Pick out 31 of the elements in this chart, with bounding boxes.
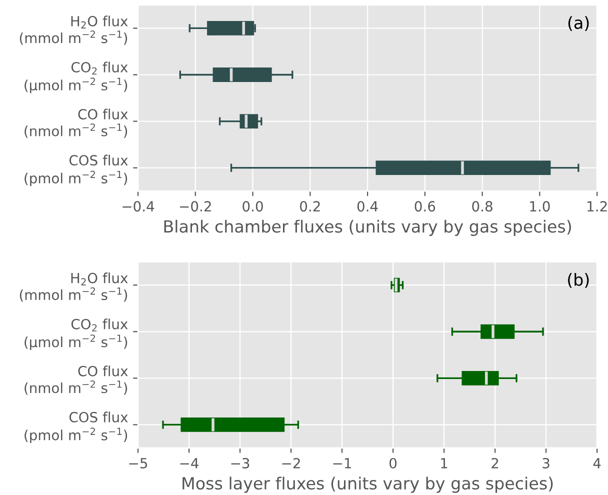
category-label: CO$_{2}$ flux (μmol m$^{−2}$ s$^{−1}$) — [24, 62, 128, 94]
x-tick-label: 0.2 — [300, 201, 320, 212]
x-tick-label: 3 — [542, 458, 550, 468]
y-tick-label: H$_{2}$O flux (mmol m$^{−2}$ s$^{−1}$) — [20, 272, 128, 302]
x-tick-label: 1.0 — [530, 201, 550, 212]
x-axis-title: Blank chamber fluxes (units vary by gas species) — [164, 220, 571, 236]
y-tick-label: CO flux (nmol m$^{−2}$ s$^{−1}$) — [24, 366, 128, 395]
x-tick-label: 0 — [390, 458, 397, 468]
x-tick-label: 1 — [441, 458, 448, 468]
x-tick-label: 0.8 — [472, 201, 492, 212]
x-tick-label: 0.6 — [414, 201, 436, 212]
x-tick-label: 0.0 — [242, 201, 263, 212]
y-tick-label: H$_{2}$O flux (mmol m$^{−2}$ s$^{−1}$) — [20, 16, 128, 45]
x-tick-label: 2 — [492, 458, 498, 468]
annotation: (b) — [568, 273, 589, 288]
x-tick-label: 4 — [593, 458, 601, 468]
x-tick-label: −1 — [333, 458, 351, 468]
annotation: (a) — [568, 16, 589, 31]
x-tick-label: 0.4 — [357, 201, 378, 212]
x-tick-label: −5 — [129, 458, 148, 468]
x-tick-label: −4 — [180, 458, 198, 468]
category-label: CO$_{2}$ flux (μmol m$^{−2}$ s$^{−1}$) — [24, 318, 128, 350]
x-tick-label: −0.2 — [180, 201, 211, 212]
x-tick-label: 1.2 — [588, 201, 607, 212]
x-tick-label: −2 — [282, 458, 300, 468]
y-tick-label: COS flux (pmol m$^{−2}$ s$^{−1}$) — [24, 154, 128, 186]
y-tick-label: COS flux (pmol m$^{−2}$ s$^{−1}$) — [24, 412, 128, 444]
y-tick-label: CO flux (nmol m$^{−2}$ s$^{−1}$) — [24, 108, 128, 138]
x-tick-label: −3 — [231, 458, 250, 468]
x-tick-label: −0.4 — [122, 201, 154, 212]
x-axis-title: Moss layer fluxes (units vary by gas species) — [182, 476, 553, 493]
